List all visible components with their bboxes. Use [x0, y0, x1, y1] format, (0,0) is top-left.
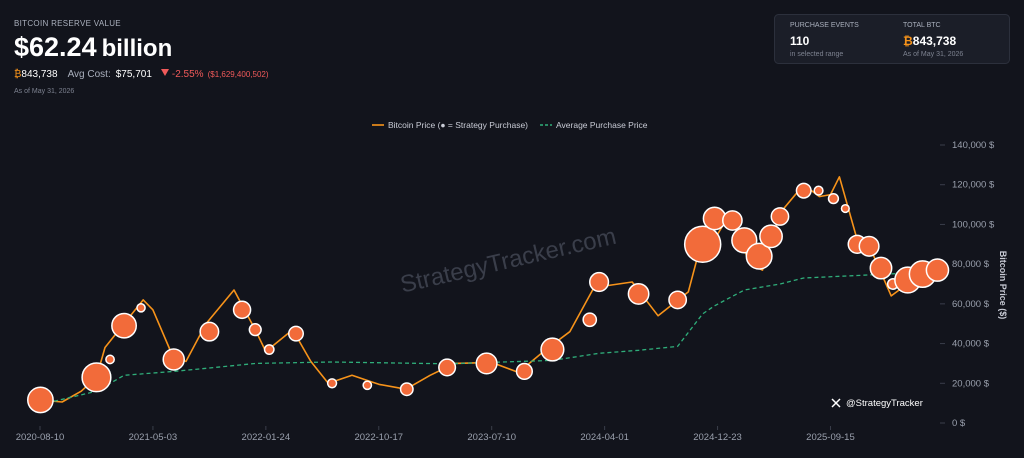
- purchase-bubble: [362, 380, 373, 391]
- series-line: [39, 272, 941, 402]
- purchase-bubble: [136, 303, 146, 313]
- y-tick-label: 20,000 $: [952, 378, 990, 389]
- purchase-bubble: [770, 207, 790, 226]
- reserve-title: BITCOIN RESERVE VALUE: [14, 19, 121, 28]
- reserve-details: ₿843,738 Avg Cost: $75,701 -2.55% ($1,629,40…: [14, 68, 269, 80]
- purchase-bubble: [232, 300, 252, 320]
- purchase-bubble: [111, 312, 138, 339]
- avg-cost: $75,701: [116, 69, 153, 80]
- purchase-bubble: [759, 224, 783, 249]
- x-tick-label: 2020-08-10: [16, 432, 65, 443]
- legend-label: Average Purchase Price: [556, 120, 648, 130]
- x-logo: [831, 398, 841, 408]
- y-tick-label: 40,000 $: [952, 339, 990, 350]
- purchase-bubble: [162, 348, 185, 371]
- purchase-bubble: [27, 386, 54, 414]
- events: 110: [790, 34, 810, 48]
- y-tick-label: 60,000 $: [952, 299, 990, 310]
- x-tick-label: 2024-04-01: [580, 432, 629, 443]
- purchase-bubble: [287, 325, 304, 342]
- y-tick-label: 140,000 $: [952, 140, 995, 151]
- avg-label: Avg Cost:: [68, 69, 111, 80]
- purchase-bubble: [582, 312, 598, 328]
- btc-symbol: ₿: [14, 68, 21, 80]
- events-note: in selected range: [790, 51, 843, 58]
- purchase-bubble: [475, 352, 498, 375]
- value: $62.24: [14, 32, 97, 62]
- purchase-bubble: [683, 225, 722, 264]
- purchase-bubble: [540, 337, 565, 362]
- change-pct: -2.55%: [172, 69, 204, 80]
- x-tick-label: 2023-07-10: [467, 432, 516, 443]
- purchase-bubble: [248, 323, 262, 337]
- purchase-bubble: [722, 210, 743, 231]
- events-label: PURCHASE EVENTS: [790, 22, 859, 29]
- x-tick-label: 2025-09-15: [806, 432, 855, 443]
- purchase-bubble: [869, 256, 893, 280]
- btc-note: As of May 31, 2026: [903, 51, 963, 58]
- purchase-bubble: [438, 358, 457, 377]
- purchase-bubble: [827, 192, 840, 205]
- purchase-bubble: [81, 362, 112, 393]
- y-tick-label: 120,000 $: [952, 180, 995, 191]
- purchase-bubble: [858, 235, 880, 257]
- legend-label: Bitcoin Price (● = Strategy Purchase): [388, 120, 528, 130]
- value-unit: billion: [102, 35, 173, 62]
- purchase-bubble: [627, 282, 650, 305]
- purchase-bubble: [399, 382, 414, 397]
- reserve-value: $62.24 billion: [14, 32, 172, 62]
- btc-symbol: ₿: [903, 34, 913, 48]
- btc: 843,738: [913, 34, 957, 48]
- purchase-bubble: [745, 242, 773, 270]
- btc: 843,738: [21, 69, 58, 80]
- x-tick-label: 2021-05-03: [129, 432, 178, 443]
- purchase-bubble: [668, 290, 688, 310]
- credit: @StrategyTracker: [846, 398, 923, 409]
- x-tick-label: 2022-10-17: [354, 432, 403, 443]
- change-abs: ($1,629,400,502): [208, 70, 269, 79]
- purchase-bubble: [925, 258, 950, 282]
- purchase-bubble: [813, 185, 824, 196]
- stats-box: [774, 14, 1010, 64]
- purchase-bubble: [589, 271, 610, 293]
- down-arrow: [161, 69, 169, 76]
- purchase-bubble: [263, 344, 275, 355]
- y-tick-label: 100,000 $: [952, 219, 995, 230]
- total-btc: ₿843,738: [903, 34, 956, 48]
- x-tick-label: 2022-01-24: [242, 432, 291, 443]
- purchase-bubble: [326, 378, 338, 389]
- purchase-bubble: [515, 362, 534, 380]
- as-of: As of May 31, 2026: [14, 88, 74, 95]
- purchase-bubble: [795, 182, 812, 199]
- y-axis-label: Bitcoin Price ($): [998, 251, 1008, 320]
- purchase-bubble: [105, 354, 115, 365]
- y-tick-label: 80,000 $: [952, 259, 990, 270]
- purchase-bubble: [840, 203, 850, 214]
- x-tick-label: 2024-12-23: [693, 432, 742, 443]
- y-tick-label: 0 $: [952, 418, 966, 429]
- purchase-bubble: [199, 321, 220, 342]
- btc-label: TOTAL BTC: [903, 22, 941, 29]
